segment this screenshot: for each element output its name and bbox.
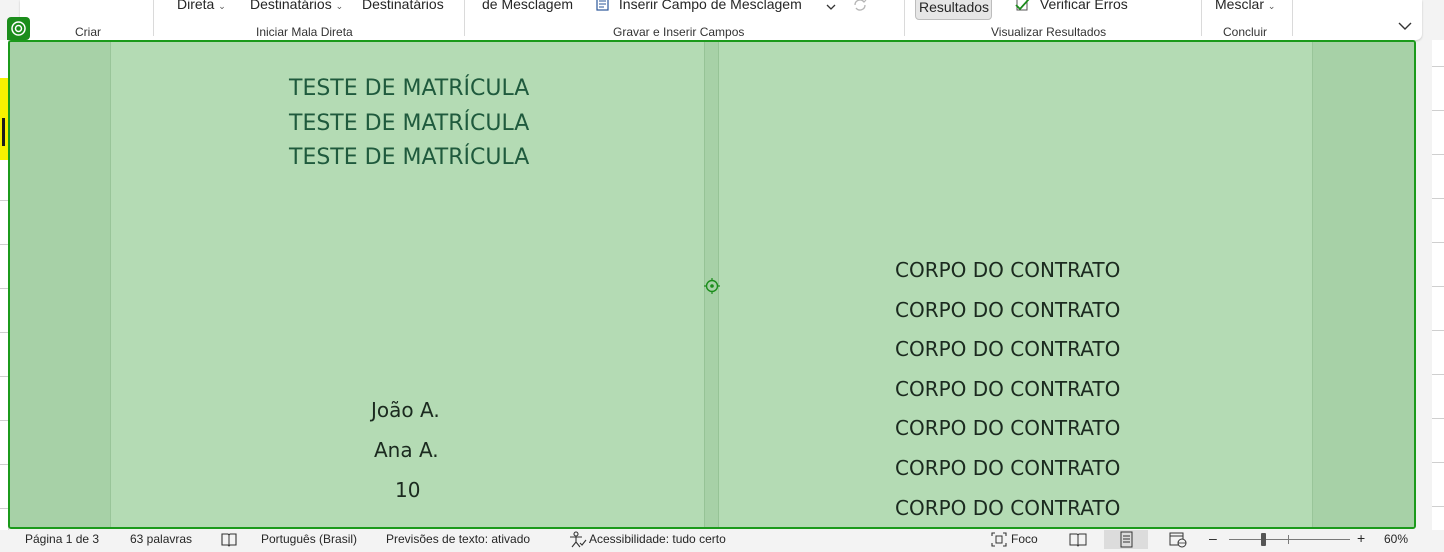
word-count[interactable]: 63 palavras bbox=[130, 532, 193, 546]
editar-destinatarios-button[interactable]: Destinatários bbox=[362, 0, 444, 12]
zoom-slider-thumb[interactable] bbox=[1261, 533, 1266, 546]
refresh-icon bbox=[854, 0, 867, 11]
ribbon-separator bbox=[464, 0, 465, 36]
zoom-out-button[interactable]: – bbox=[1209, 530, 1217, 546]
text-predictions-indicator[interactable]: Previsões de texto: ativado bbox=[386, 532, 531, 546]
body-line: CORPO DO CONTRATO bbox=[895, 496, 1121, 520]
selecionar-destinatarios-label: Destinatários bbox=[250, 0, 332, 12]
update-labels-button[interactable] bbox=[851, 0, 869, 16]
visualizar-resultados-button[interactable]: Resultados bbox=[915, 0, 992, 20]
ribbon-separator bbox=[153, 0, 154, 36]
ribbon-separator bbox=[1292, 0, 1293, 36]
status-bar: Página 1 de 3 63 palavras Português (Bra… bbox=[0, 530, 1444, 549]
ribbon-separator bbox=[1201, 0, 1202, 36]
chevron-down-icon bbox=[1398, 22, 1412, 30]
body-line: CORPO DO CONTRATO bbox=[895, 258, 1121, 282]
ribbon-separator bbox=[904, 0, 905, 36]
chevron-down-icon bbox=[826, 4, 836, 10]
zoom-level[interactable]: 60% bbox=[1384, 532, 1409, 546]
title-line: TESTE DE MATRÍCULA bbox=[289, 145, 530, 170]
focus-icon[interactable] bbox=[990, 531, 1008, 551]
selecionar-destinatarios-button[interactable]: Destinatários ⌄ bbox=[250, 0, 343, 12]
chevron-down-icon: ⌄ bbox=[335, 1, 344, 11]
anchor-target-icon[interactable] bbox=[704, 278, 720, 294]
verificar-erros-button[interactable]: Verificar Erros bbox=[1014, 0, 1128, 12]
book-check-icon[interactable] bbox=[220, 531, 238, 550]
body-line: CORPO DO CONTRATO bbox=[895, 416, 1121, 440]
concluir-mesclar-button[interactable]: Mesclar ⌄ bbox=[1215, 0, 1275, 12]
accessibility-icon[interactable] bbox=[567, 531, 587, 551]
group-label-iniciar: Iniciar Mala Direta bbox=[256, 25, 353, 39]
collapse-ribbon-button[interactable] bbox=[1396, 18, 1414, 34]
read-mode-button[interactable] bbox=[1056, 530, 1100, 549]
web-layout-button[interactable] bbox=[1156, 530, 1200, 549]
language-indicator[interactable]: Português (Brasil) bbox=[261, 532, 358, 546]
margin-guide bbox=[110, 42, 111, 527]
focus-mode-button[interactable]: Foco bbox=[1011, 532, 1038, 546]
group-label-visualizar: Visualizar Resultados bbox=[991, 25, 1107, 39]
zoom-in-button[interactable]: + bbox=[1357, 530, 1366, 546]
document-frame-overlay[interactable]: TESTE DE MATRÍCULA TESTE DE MATRÍCULA TE… bbox=[8, 40, 1416, 529]
inserir-campo-label: Inserir Campo de Mesclagem bbox=[618, 0, 802, 12]
highlighted-cell bbox=[0, 78, 9, 160]
inserir-campo-button[interactable]: Inserir Campo de Mesclagem bbox=[596, 0, 802, 12]
mala-direta-label: Direta bbox=[177, 0, 215, 12]
chevron-down-icon: ⌄ bbox=[1267, 1, 1276, 11]
name-line: Ana A. bbox=[374, 438, 439, 462]
title-line: TESTE DE MATRÍCULA bbox=[289, 76, 530, 101]
number-line: 10 bbox=[395, 478, 421, 502]
ribbon-panel: Criar Direta ⌄ Destinatários ⌄ Destinatá… bbox=[20, 0, 1422, 40]
print-layout-button[interactable] bbox=[1104, 530, 1148, 549]
ribbon: Criar Direta ⌄ Destinatários ⌄ Destinatá… bbox=[0, 0, 1444, 42]
concluir-mesclar-label: Mesclar bbox=[1215, 0, 1265, 12]
zoom-slider[interactable] bbox=[1229, 539, 1350, 540]
inserir-campo-dropdown[interactable] bbox=[826, 0, 836, 14]
body-line: CORPO DO CONTRATO bbox=[895, 377, 1121, 401]
body-line: CORPO DO CONTRATO bbox=[895, 456, 1121, 480]
margin-guide bbox=[1312, 42, 1313, 527]
check-document-icon bbox=[1015, 0, 1030, 11]
group-label-criar: Criar bbox=[75, 25, 101, 39]
overlay-app-icon[interactable] bbox=[7, 17, 30, 40]
web-layout-icon bbox=[1169, 532, 1187, 548]
mala-direta-button[interactable]: Direta ⌄ bbox=[177, 0, 226, 12]
body-line: CORPO DO CONTRATO bbox=[895, 298, 1121, 322]
zoom-center-tick bbox=[1288, 535, 1289, 544]
body-line: CORPO DO CONTRATO bbox=[895, 337, 1121, 361]
group-label-concluir: Concluir bbox=[1223, 25, 1268, 39]
page-count[interactable]: Página 1 de 3 bbox=[25, 532, 100, 546]
accessibility-status[interactable]: Acessibilidade: tudo certo bbox=[589, 532, 726, 546]
chevron-down-icon: ⌄ bbox=[218, 1, 226, 11]
group-label-gravar: Gravar e Inserir Campos bbox=[613, 25, 745, 39]
right-margin bbox=[1313, 42, 1414, 527]
verificar-erros-label: Verificar Erros bbox=[1039, 0, 1128, 12]
print-layout-icon bbox=[1120, 531, 1133, 548]
visualizar-resultados-label: Resultados bbox=[919, 0, 990, 15]
document-field-icon bbox=[596, 0, 609, 11]
right-background-sheet bbox=[1432, 40, 1444, 530]
read-mode-icon bbox=[1069, 533, 1087, 547]
left-margin bbox=[10, 42, 110, 527]
name-line: João A. bbox=[371, 398, 440, 422]
title-line: TESTE DE MATRÍCULA bbox=[289, 111, 530, 136]
bloco-endereco-button[interactable]: de Mesclagem bbox=[482, 0, 574, 12]
